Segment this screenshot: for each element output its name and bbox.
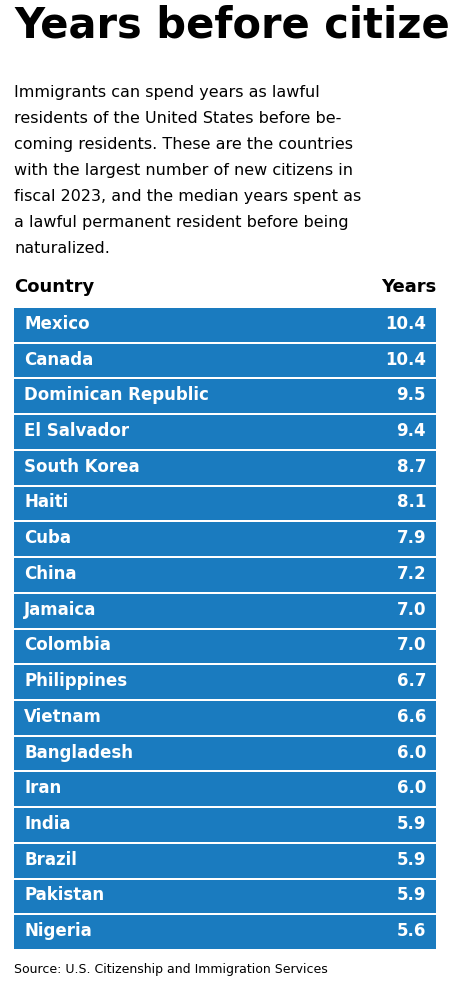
Text: 6.6: 6.6 [396,707,426,725]
Text: India: India [24,814,71,832]
Text: 5.6: 5.6 [396,921,426,939]
Text: 6.0: 6.0 [396,778,426,796]
Text: South Korea: South Korea [24,457,140,475]
Text: Philippines: Philippines [24,671,127,690]
Text: Vietnam: Vietnam [24,707,102,725]
Text: Years before citizenship: Years before citizenship [14,5,450,47]
Text: 8.7: 8.7 [396,457,426,475]
Text: 10.4: 10.4 [385,314,426,333]
Text: with the largest number of new citizens in: with the largest number of new citizens … [14,163,353,178]
Text: residents of the United States before be-: residents of the United States before be… [14,111,342,126]
Text: Years: Years [381,277,436,295]
Text: Colombia: Colombia [24,636,111,654]
Text: Mexico: Mexico [24,314,90,333]
Text: coming residents. These are the countries: coming residents. These are the countrie… [14,137,353,152]
Text: 7.0: 7.0 [396,636,426,654]
Text: China: China [24,565,77,582]
Text: Dominican Republic: Dominican Republic [24,386,209,404]
Text: Canada: Canada [24,350,93,368]
Text: 5.9: 5.9 [396,886,426,904]
Text: a lawful permanent resident before being: a lawful permanent resident before being [14,215,349,230]
Text: naturalized.: naturalized. [14,241,110,255]
Text: 5.9: 5.9 [396,814,426,832]
Text: Iran: Iran [24,778,61,796]
Text: Immigrants can spend years as lawful: Immigrants can spend years as lawful [14,84,320,100]
Text: 7.0: 7.0 [396,600,426,618]
Text: Haiti: Haiti [24,493,68,511]
Text: Cuba: Cuba [24,529,71,547]
Text: Nigeria: Nigeria [24,921,92,939]
Text: Country: Country [14,277,94,295]
Text: 5.9: 5.9 [396,850,426,868]
Text: 7.2: 7.2 [396,565,426,582]
Text: 9.5: 9.5 [396,386,426,404]
Text: 6.0: 6.0 [396,743,426,760]
Text: El Salvador: El Salvador [24,421,129,439]
Text: Jamaica: Jamaica [24,600,96,618]
Text: 7.9: 7.9 [396,529,426,547]
Text: Bangladesh: Bangladesh [24,743,133,760]
Text: fiscal 2023, and the median years spent as: fiscal 2023, and the median years spent … [14,189,361,204]
Text: Brazil: Brazil [24,850,77,868]
Text: 8.1: 8.1 [396,493,426,511]
Text: 6.7: 6.7 [396,671,426,690]
Text: Source: U.S. Citizenship and Immigration Services: Source: U.S. Citizenship and Immigration… [14,962,328,975]
Text: 9.4: 9.4 [396,421,426,439]
Text: Pakistan: Pakistan [24,886,104,904]
Text: 10.4: 10.4 [385,350,426,368]
